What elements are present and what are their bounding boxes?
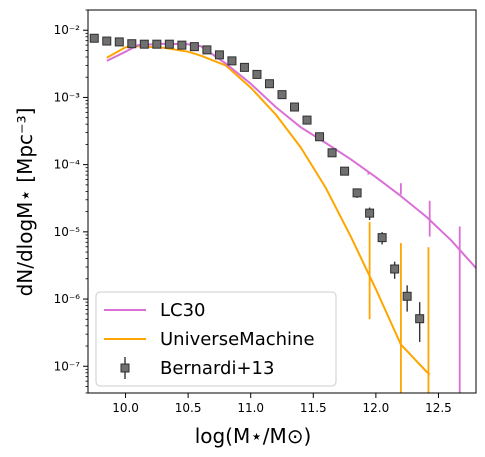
y-tick-label: 10⁻⁴ <box>54 158 81 172</box>
bernardi-point <box>365 208 375 218</box>
bernardi-point <box>390 264 400 274</box>
bernardi-point <box>315 132 325 142</box>
bernardi-point <box>340 166 350 176</box>
x-tick-label: 11.5 <box>300 401 327 415</box>
x-tick-label: 12.0 <box>363 401 390 415</box>
bernardi-point <box>327 148 337 158</box>
bernardi-point <box>164 39 174 49</box>
y-tick-label: 10⁻⁷ <box>54 359 81 373</box>
legend-box <box>95 291 337 387</box>
y-tick-label: 10⁻⁵ <box>54 225 81 239</box>
y-tick-label: 10⁻⁶ <box>54 292 81 306</box>
x-tick-label: 11.0 <box>237 401 264 415</box>
plot-frame <box>87 9 477 394</box>
bernardi-point <box>202 45 212 55</box>
lc30-legend-label: LC30 <box>160 300 206 321</box>
bernardi-legend-swatch <box>120 363 130 373</box>
bernardi-point <box>290 102 300 112</box>
bernardi-point <box>239 62 249 72</box>
bernardi-point <box>177 40 187 50</box>
bernardi-legend-label: Bernardi+13 <box>160 358 274 379</box>
bernardi-point <box>277 90 287 100</box>
legend: LC30 UniverseMachine Bernardi+13 <box>95 291 337 387</box>
bernardi-point <box>402 291 412 301</box>
bernardi-point <box>102 36 112 46</box>
bernardi-point <box>89 33 99 43</box>
bernardi-point <box>114 37 124 47</box>
x-tick-label: 12.5 <box>425 401 452 415</box>
bernardi-point <box>302 115 312 125</box>
bernardi-point <box>189 42 199 52</box>
bernardi-point <box>352 188 362 198</box>
bernardi-point <box>152 39 162 49</box>
bernardi-point <box>377 233 387 243</box>
axes: 10.0 10.5 11.0 11.5 12.0 12.5 10⁻⁷ 10⁻⁶ 10⁻⁵ 10⁻⁴… <box>54 9 477 415</box>
universemachine-line <box>106 45 431 376</box>
lc30-line <box>106 42 476 269</box>
bernardi-point <box>227 56 237 66</box>
universemachine-legend-label: UniverseMachine <box>160 329 315 350</box>
bernardi-point <box>415 314 425 324</box>
x-tick-label: 10.0 <box>112 401 139 415</box>
bernardi-point <box>214 50 224 60</box>
y-tick-label: 10⁻³ <box>54 90 81 104</box>
bernardi-point <box>139 39 149 49</box>
x-axis-label: log(M⋆/M⊙) <box>195 424 312 448</box>
plot-area <box>89 33 476 393</box>
series-group <box>89 33 476 393</box>
bernardi-point <box>252 69 262 79</box>
bernardi-point <box>264 79 274 89</box>
bernardi-point <box>127 39 137 49</box>
y-tick-label: 10⁻² <box>54 23 81 37</box>
x-tick-label: 10.5 <box>175 401 202 415</box>
y-axis-label: dN/dlogM⋆ [Mpc⁻³] <box>13 108 37 297</box>
